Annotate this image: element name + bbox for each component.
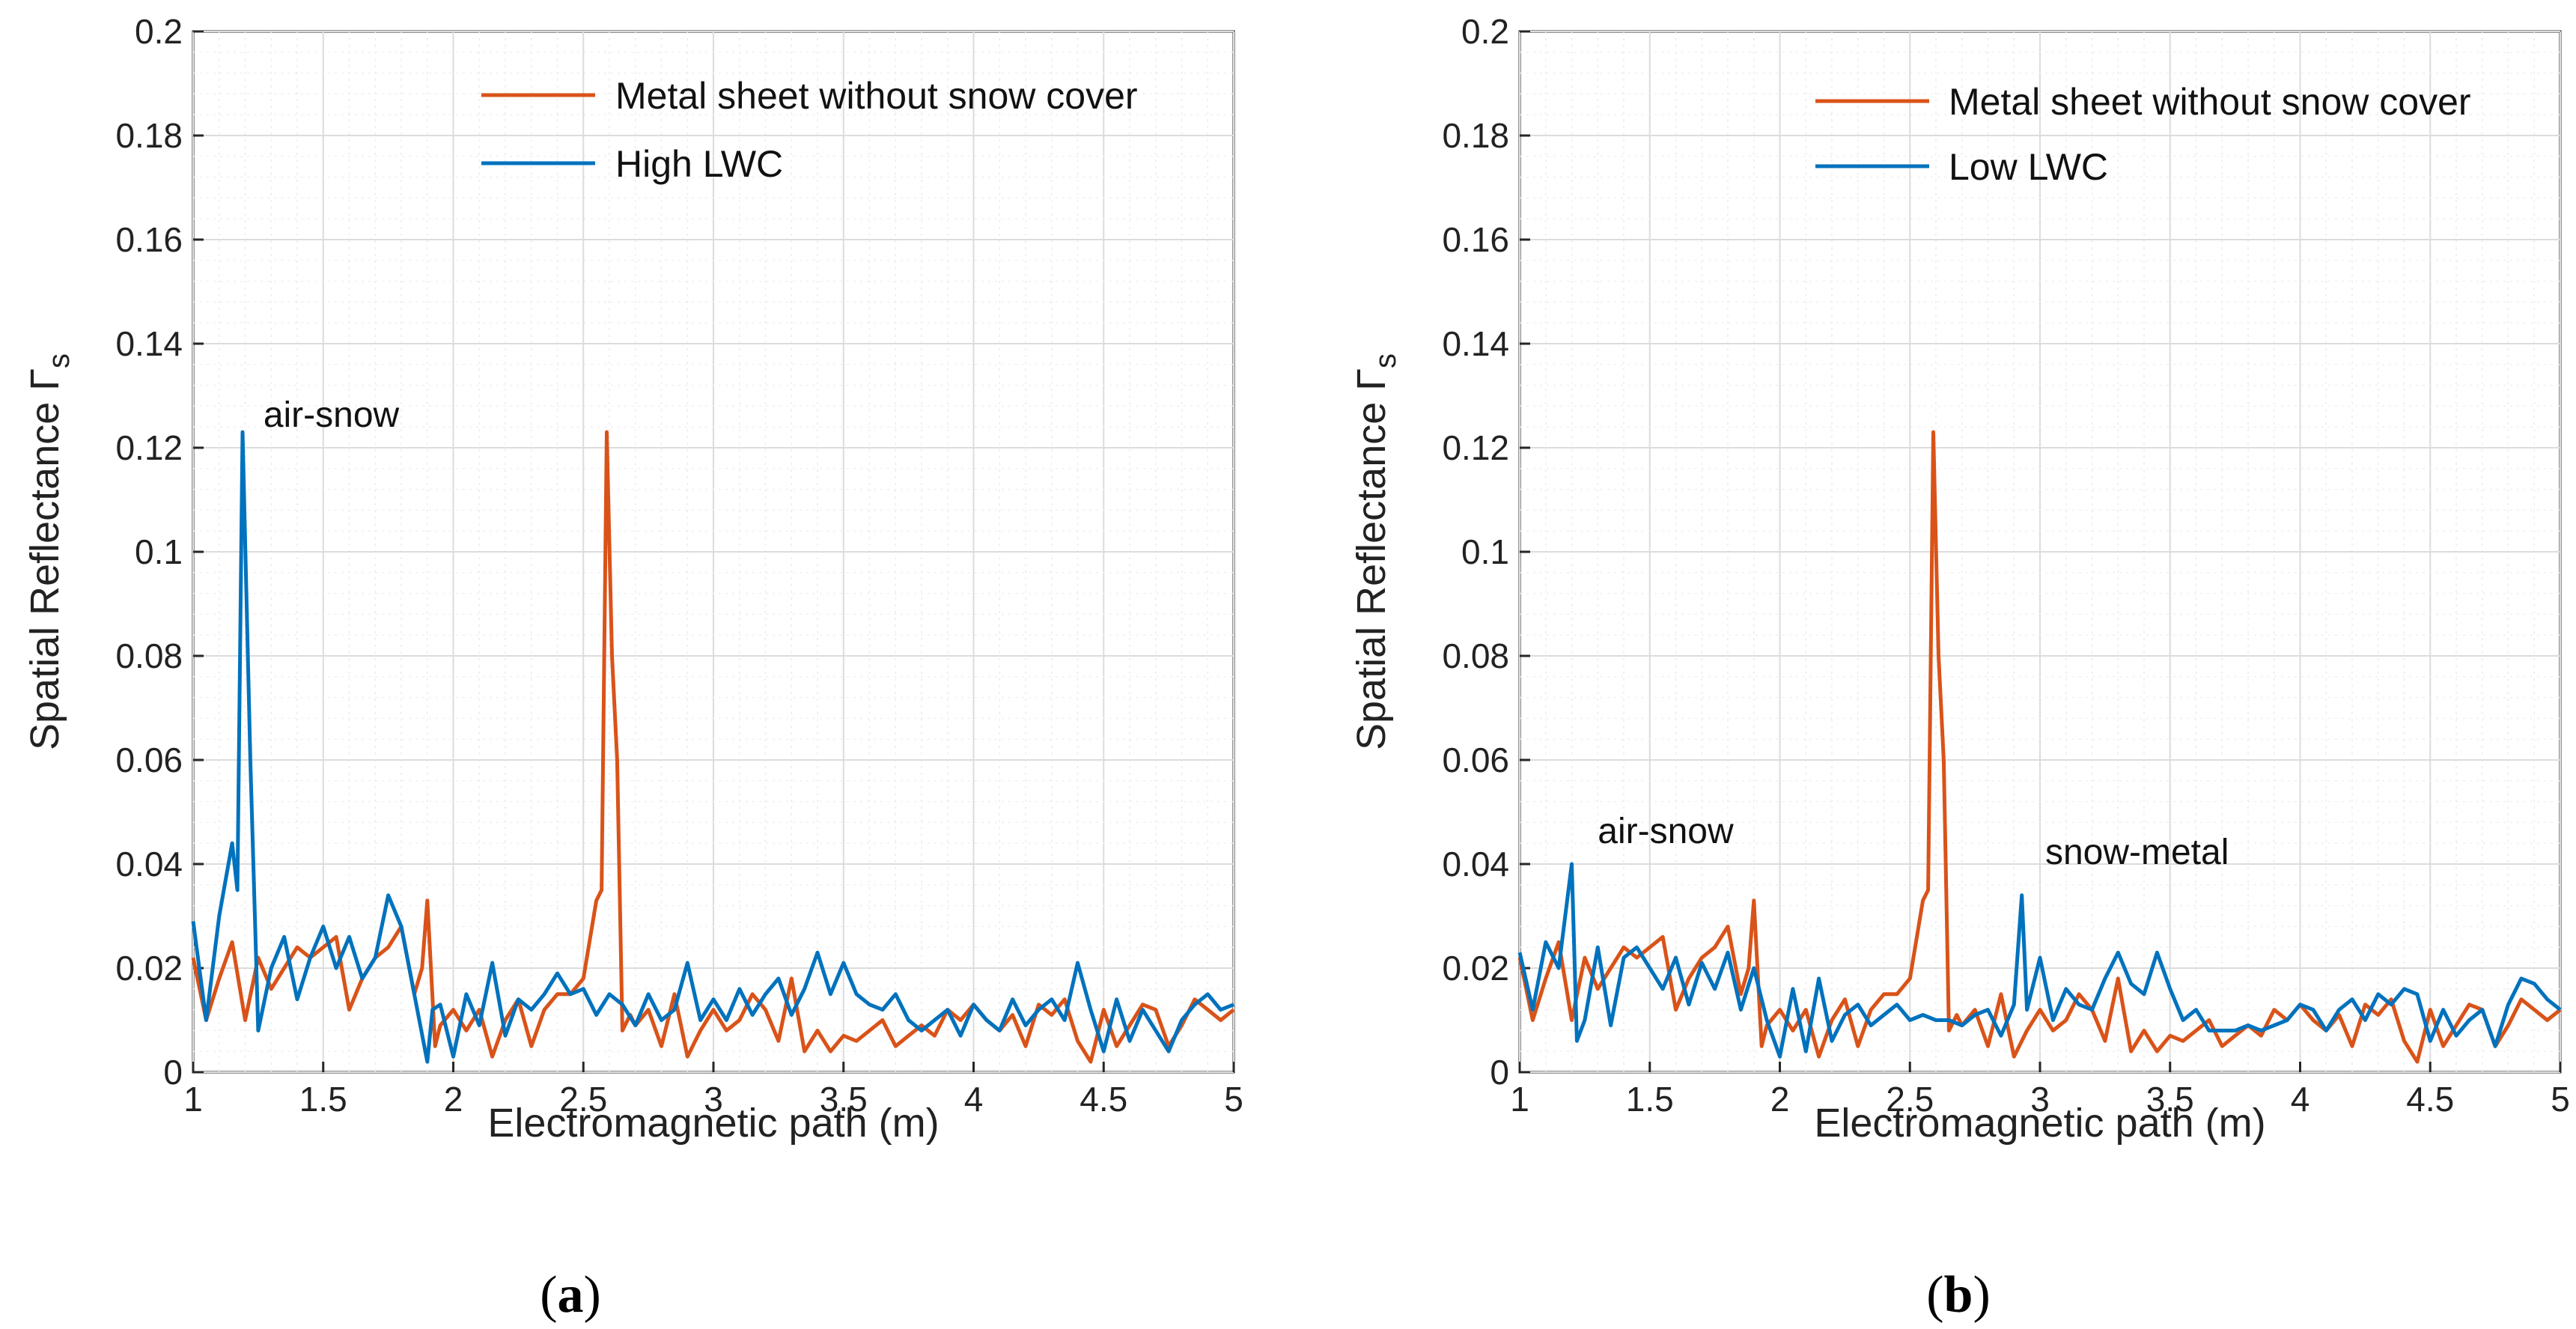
x-tick-label: 4 [964, 1080, 984, 1119]
x-tick-label: 2.5 [1886, 1080, 1934, 1119]
panel-b-series [1517, 430, 2562, 1064]
panel-b-y-ticks: 0 0.02 0.04 0.06 0.08 0.1 0.12 0.14 0.16 0.18 0.2 [1442, 12, 1530, 1092]
panel-a-grid [192, 31, 1234, 1073]
panel-b-annotations: air-snow snow-metal [1598, 812, 2229, 872]
panel-b-legend-label-1: Low LWC [1949, 146, 2108, 188]
y-tick-label: 0.06 [1442, 740, 1509, 779]
x-tick-label: 2 [1770, 1080, 1790, 1119]
x-tick-label: 5 [1224, 1080, 1243, 1119]
panel-a-y-axis-label: Spatial Reflectance Γs [22, 353, 76, 750]
x-tick-label: 4 [2291, 1080, 2310, 1119]
x-tick-label: 5 [2551, 1080, 2570, 1119]
panel-b-series-line-low-lwc [1517, 862, 2562, 1059]
panel-a-legend: Metal sheet without snow cover High LWC [481, 75, 1138, 185]
panel-b-label: (b) [1926, 1266, 1991, 1324]
panel-b-series-line-metal-sheet-without-snow-cover [1517, 430, 2562, 1064]
x-tick-label: 3.5 [2146, 1080, 2194, 1119]
y-tick-label: 0.16 [115, 220, 183, 259]
y-tick-label: 0.06 [115, 740, 183, 779]
annotation-snow-metal: snow-metal [2045, 833, 2229, 872]
y-tick-label: 0.16 [1442, 220, 1509, 259]
panel-a-y-ticks: 0 0.02 0.04 0.06 0.08 0.1 0.12 0.14 0.16 0.18 0.2 [115, 12, 204, 1092]
x-tick-label: 1 [183, 1080, 203, 1119]
y-tick-label: 0.04 [1442, 845, 1509, 884]
panel-a: 1 1.5 2 2.5 3 3.5 4 4.5 5 0 0.02 0.04 0.06 0.08 0.1 0.… [22, 12, 1243, 1324]
x-tick-label: 2 [444, 1080, 463, 1119]
annotation-air-snow: air-snow [264, 395, 400, 435]
y-tick-label: 0.1 [1461, 532, 1509, 571]
panel-a-series-line-metal-sheet-without-snow-cover [191, 430, 1235, 1064]
panel-b: 1 1.5 2 2.5 3 3.5 4 4.5 5 0 0.02 0.04 0.06 0.08 0.1 0.… [1349, 12, 2570, 1324]
y-tick-label: 0.12 [115, 428, 183, 467]
panel-a-annotations: air-snow [264, 395, 400, 435]
panel-b-x-axis-label: Electromagnetic path (m) [1814, 1101, 2265, 1146]
y-tick-label: 0.14 [115, 324, 183, 363]
x-tick-label: 1.5 [1626, 1080, 1674, 1119]
panel-b-grid [1519, 31, 2561, 1073]
x-tick-label: 3.5 [820, 1080, 868, 1119]
y-tick-label: 0 [1490, 1053, 1509, 1092]
y-tick-label: 0.04 [115, 845, 183, 884]
panel-a-label: (a) [540, 1266, 601, 1324]
y-tick-label: 0.02 [1442, 949, 1509, 988]
x-tick-label: 3 [704, 1080, 723, 1119]
x-tick-label: 2.5 [559, 1080, 607, 1119]
y-tick-label: 0 [163, 1053, 183, 1092]
panel-a-series [191, 430, 1235, 1064]
panel-a-legend-label-1: High LWC [615, 143, 783, 185]
y-tick-label: 0.02 [115, 949, 183, 988]
annotation-air-snow: air-snow [1598, 812, 1734, 851]
panel-a-series-line-high-lwc [191, 430, 1234, 1064]
y-tick-label: 0.2 [135, 12, 183, 51]
y-tick-label: 0.1 [135, 532, 183, 571]
x-tick-label: 4.5 [1080, 1080, 1127, 1119]
panel-a-legend-label-0: Metal sheet without snow cover [615, 75, 1138, 117]
y-tick-label: 0.12 [1442, 428, 1509, 467]
panel-b-x-ticks: 1 1.5 2 2.5 3 3.5 4 4.5 5 [1510, 1062, 2570, 1119]
x-tick-label: 1 [1510, 1080, 1529, 1119]
y-tick-label: 0.14 [1442, 324, 1509, 363]
x-tick-label: 3 [2030, 1080, 2050, 1119]
y-tick-label: 0.08 [115, 636, 183, 675]
x-tick-label: 1.5 [299, 1080, 347, 1119]
panel-b-y-axis-label: Spatial Reflectance Γs [1349, 353, 1402, 750]
panel-b-legend: Metal sheet without snow cover Low LWC [1815, 81, 2471, 188]
y-tick-label: 0.18 [115, 116, 183, 155]
x-tick-label: 4.5 [2406, 1080, 2454, 1119]
panel-a-x-axis-label: Electromagnetic path (m) [487, 1101, 939, 1146]
panel-b-legend-label-0: Metal sheet without snow cover [1949, 81, 2471, 123]
panel-a-x-ticks: 1 1.5 2 2.5 3 3.5 4 4.5 5 [183, 1062, 1243, 1119]
y-tick-label: 0.08 [1442, 636, 1509, 675]
y-tick-label: 0.2 [1461, 12, 1509, 51]
y-tick-label: 0.18 [1442, 116, 1509, 155]
